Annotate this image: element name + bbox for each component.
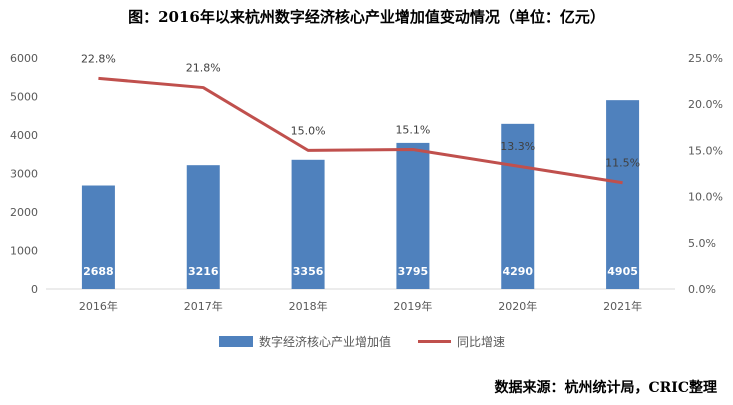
growth-value-label: 11.5% — [605, 157, 640, 170]
y-left-tick-label: 3000 — [10, 168, 38, 181]
bar-value-label: 4290 — [502, 265, 533, 278]
y-left-tick-label: 6000 — [10, 52, 38, 65]
y-right-tick-label: 10.0% — [688, 191, 723, 204]
legend-bar-swatch — [219, 336, 253, 347]
legend-line-label: 同比增速 — [457, 335, 505, 349]
growth-value-label: 15.0% — [291, 124, 326, 137]
x-category-label: 2019年 — [393, 299, 432, 313]
bar-value-label: 4905 — [607, 265, 638, 278]
bar-value-label: 2688 — [83, 265, 114, 278]
y-left-tick-label: 1000 — [10, 245, 38, 258]
bar-value-label: 3356 — [293, 265, 324, 278]
bar — [186, 165, 220, 289]
y-right-tick-label: 15.0% — [688, 144, 723, 157]
data-source-note: 数据来源：杭州统计局，CRIC整理 — [494, 380, 717, 396]
x-category-label: 2018年 — [289, 299, 328, 313]
legend-bar-label: 数字经济核心产业增加值 — [259, 334, 391, 349]
y-right-tick-label: 25.0% — [688, 52, 723, 65]
y-right-tick-label: 20.0% — [688, 98, 723, 111]
y-left-tick-label: 5000 — [10, 91, 38, 104]
y-right-tick-label: 0.0% — [688, 283, 716, 296]
y-left-tick-label: 2000 — [10, 206, 38, 219]
chart-title: 图：2016年以来杭州数字经济核心产业增加值变动情况（单位：亿元） — [128, 8, 605, 26]
x-category-label: 2017年 — [184, 299, 223, 313]
bar-value-label: 3795 — [398, 265, 429, 278]
x-category-label: 2020年 — [498, 299, 537, 313]
bar — [81, 185, 115, 289]
bar — [501, 123, 535, 290]
y-left-tick-label: 0 — [31, 283, 38, 296]
bar-value-label: 3216 — [188, 265, 219, 278]
growth-value-label: 21.8% — [186, 62, 221, 75]
bar — [291, 159, 325, 289]
y-right-tick-label: 5.0% — [688, 237, 716, 250]
growth-value-label: 22.8% — [81, 52, 116, 65]
growth-value-label: 13.3% — [500, 140, 535, 153]
x-category-label: 2021年 — [603, 299, 642, 313]
bar — [606, 100, 640, 289]
x-category-label: 2016年 — [79, 299, 118, 313]
bar — [396, 142, 430, 289]
y-left-tick-label: 4000 — [10, 129, 38, 142]
growth-line — [98, 76, 623, 185]
growth-value-label: 15.1% — [395, 123, 430, 136]
